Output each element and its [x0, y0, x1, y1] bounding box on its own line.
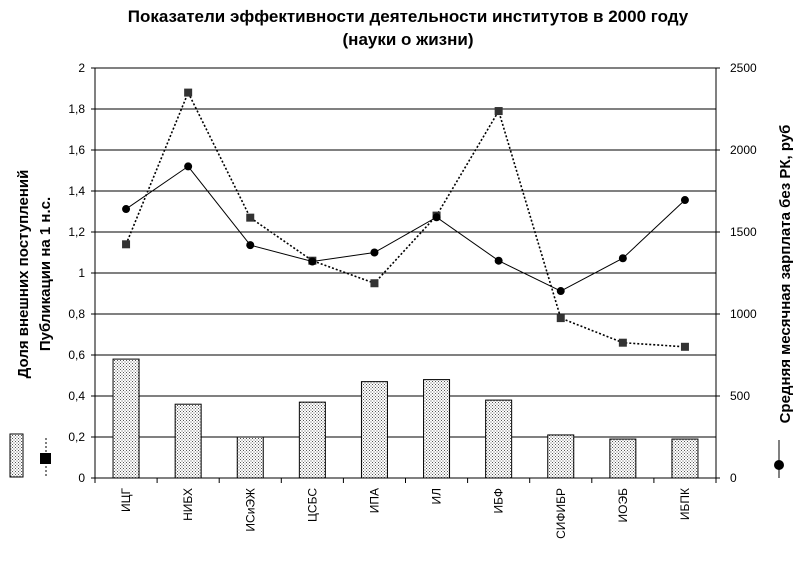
- legend-square-marker: [40, 453, 51, 464]
- left-tick-label: 0,6: [68, 348, 85, 362]
- bar: [360, 381, 388, 479]
- category-label: ИБПК: [678, 488, 692, 520]
- bar: [174, 403, 202, 479]
- left-tick-label: 0: [78, 471, 85, 485]
- left-tick-label: 1,2: [68, 225, 85, 239]
- bar: [236, 436, 264, 479]
- chart-subtitle: (науки о жизни): [343, 30, 474, 49]
- right-axis-label: Средняя месячная зарплата без РК, руб: [777, 125, 794, 424]
- square-marker: [184, 88, 193, 97]
- right-tick-label: 1000: [730, 307, 757, 321]
- left-tick-label: 0,2: [68, 430, 85, 444]
- left-tick-label: 1: [78, 266, 85, 280]
- square-marker: [618, 338, 627, 347]
- square-marker: [680, 342, 689, 351]
- category-label: ИПА: [367, 488, 381, 513]
- circle-marker: [122, 205, 131, 214]
- category-label: ЦСБС: [305, 488, 319, 522]
- plot-frame: [94, 68, 717, 483]
- square-marker: [494, 107, 503, 116]
- left-tick-label: 1,8: [68, 102, 85, 116]
- left-tick-label: 2: [78, 61, 85, 75]
- line-series: [122, 88, 689, 351]
- right-tick-label: 0: [730, 471, 737, 485]
- legend: [9, 433, 784, 478]
- square-marker: [370, 279, 379, 288]
- bar: [423, 379, 451, 479]
- circle-marker: [370, 248, 379, 257]
- bar: [671, 438, 699, 479]
- square-marker: [246, 213, 255, 222]
- bar: [298, 401, 326, 479]
- legend-circle-marker: [774, 460, 784, 470]
- solid-series-line: [125, 165, 686, 292]
- category-label: ИОЭБ: [616, 488, 630, 523]
- bar: [547, 434, 575, 479]
- chart-title: Показатели эффективности деятельности ин…: [128, 7, 689, 26]
- left-tick-label: 0,8: [68, 307, 85, 321]
- circle-marker: [556, 287, 565, 296]
- category-label: ИЛ: [430, 488, 444, 505]
- left-tick-label: 1,4: [68, 184, 85, 198]
- right-tick-label: 500: [730, 389, 750, 403]
- category-labels: ИЦГ НИБХ ИСиЭЖ ЦСБС ИПА ИЛ ИБФ СИФИБР ИОЭБ ИБПК: [119, 487, 692, 538]
- circle-marker: [246, 241, 255, 250]
- right-axis-ticks: 0 500 1000 1500 2000 2500: [716, 61, 757, 485]
- circle-marker: [494, 256, 503, 265]
- category-label: ИБФ: [492, 488, 506, 513]
- bar: [609, 438, 637, 479]
- right-tick-label: 1500: [730, 225, 757, 239]
- circle-marker: [432, 213, 441, 222]
- right-tick-label: 2500: [730, 61, 757, 75]
- left-axis-label-1: Доля внешних поступлений: [15, 170, 32, 379]
- legend-bar-swatch: [9, 433, 24, 478]
- circle-marker: [308, 257, 317, 266]
- category-label: СИФИБР: [554, 488, 568, 539]
- left-tick-label: 0,4: [68, 389, 85, 403]
- circle-marker: [184, 162, 193, 171]
- category-label: ИСиЭЖ: [243, 488, 257, 532]
- bar: [485, 399, 513, 479]
- category-label: НИБХ: [181, 488, 195, 521]
- square-marker: [122, 240, 131, 249]
- left-axis-ticks: 0 0,2 0,4 0,6 0,8 1 1,2 1,4 1,6 1,8 2: [68, 61, 95, 485]
- bar-series: [112, 358, 699, 479]
- dotted-series-line: [125, 90, 686, 348]
- circle-marker: [618, 254, 627, 263]
- bar: [112, 358, 140, 479]
- left-tick-label: 1,6: [68, 143, 85, 157]
- left-axis-label-2: Публикации на 1 н.с.: [37, 197, 54, 351]
- right-tick-label: 2000: [730, 143, 757, 157]
- circle-marker: [680, 196, 689, 205]
- category-label: ИЦГ: [119, 487, 133, 512]
- square-marker: [556, 314, 565, 323]
